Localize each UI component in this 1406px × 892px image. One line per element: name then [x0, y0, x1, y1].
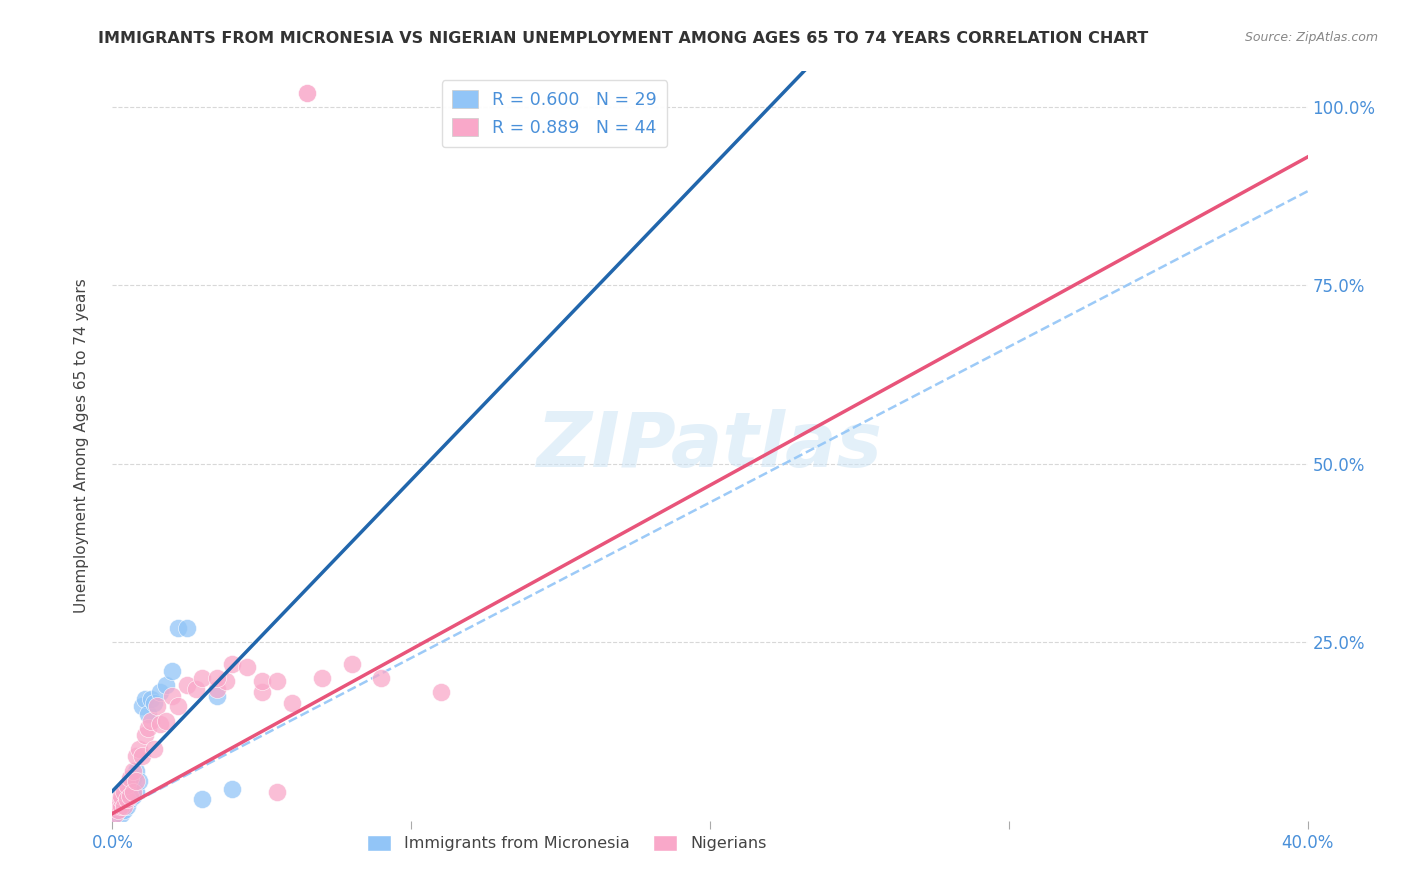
- Point: [114, 799, 135, 814]
- Point: [205, 689, 228, 703]
- Point: [120, 792, 142, 806]
- Point: [149, 685, 172, 699]
- Point: [125, 785, 148, 799]
- Point: [186, 681, 208, 696]
- Point: [110, 796, 132, 810]
- Point: [155, 678, 177, 692]
- Point: [221, 657, 243, 671]
- Point: [295, 86, 318, 100]
- Point: [430, 685, 453, 699]
- Point: [281, 696, 304, 710]
- Point: [104, 806, 127, 821]
- Point: [120, 778, 142, 792]
- Point: [138, 721, 160, 735]
- Point: [134, 692, 156, 706]
- Point: [162, 664, 183, 678]
- Point: [125, 749, 148, 764]
- Point: [134, 728, 156, 742]
- Point: [141, 714, 163, 728]
- Point: [122, 764, 145, 778]
- Point: [266, 785, 288, 799]
- Point: [117, 792, 139, 806]
- Point: [311, 671, 333, 685]
- Point: [110, 792, 132, 806]
- Point: [107, 796, 129, 810]
- Point: [107, 803, 129, 817]
- Point: [128, 774, 150, 789]
- Point: [117, 799, 139, 814]
- Point: [149, 717, 172, 731]
- Point: [104, 806, 127, 821]
- Point: [131, 699, 153, 714]
- Point: [107, 799, 129, 814]
- Point: [221, 781, 243, 796]
- Point: [122, 771, 145, 785]
- Legend: Immigrants from Micronesia, Nigerians: Immigrants from Micronesia, Nigerians: [360, 829, 773, 857]
- Point: [114, 785, 135, 799]
- Point: [117, 778, 139, 792]
- Point: [122, 785, 145, 799]
- Point: [205, 681, 228, 696]
- Point: [167, 621, 190, 635]
- Point: [114, 792, 135, 806]
- Point: [143, 696, 166, 710]
- Point: [128, 742, 150, 756]
- Point: [176, 678, 198, 692]
- Point: [122, 789, 145, 803]
- Point: [340, 657, 363, 671]
- Point: [131, 749, 153, 764]
- Point: [236, 660, 259, 674]
- Point: [250, 674, 273, 689]
- Point: [250, 685, 273, 699]
- Text: ZIPatlas: ZIPatlas: [537, 409, 883, 483]
- Point: [141, 692, 163, 706]
- Point: [110, 799, 132, 814]
- Point: [120, 771, 142, 785]
- Point: [114, 803, 135, 817]
- Point: [191, 671, 214, 685]
- Point: [110, 806, 132, 821]
- Point: [125, 764, 148, 778]
- Point: [110, 789, 132, 803]
- Y-axis label: Unemployment Among Ages 65 to 74 years: Unemployment Among Ages 65 to 74 years: [75, 278, 89, 614]
- Point: [117, 785, 139, 799]
- Point: [155, 714, 177, 728]
- Point: [146, 699, 169, 714]
- Text: IMMIGRANTS FROM MICRONESIA VS NIGERIAN UNEMPLOYMENT AMONG AGES 65 TO 74 YEARS CO: IMMIGRANTS FROM MICRONESIA VS NIGERIAN U…: [98, 31, 1149, 46]
- Point: [120, 789, 142, 803]
- Point: [370, 671, 392, 685]
- Point: [162, 689, 183, 703]
- Point: [191, 792, 214, 806]
- Point: [138, 706, 160, 721]
- Point: [215, 674, 238, 689]
- Point: [104, 799, 127, 814]
- Point: [107, 803, 129, 817]
- Text: Source: ZipAtlas.com: Source: ZipAtlas.com: [1244, 31, 1378, 45]
- Point: [176, 621, 198, 635]
- Point: [167, 699, 190, 714]
- Point: [205, 671, 228, 685]
- Point: [143, 742, 166, 756]
- Point: [125, 774, 148, 789]
- Point: [266, 674, 288, 689]
